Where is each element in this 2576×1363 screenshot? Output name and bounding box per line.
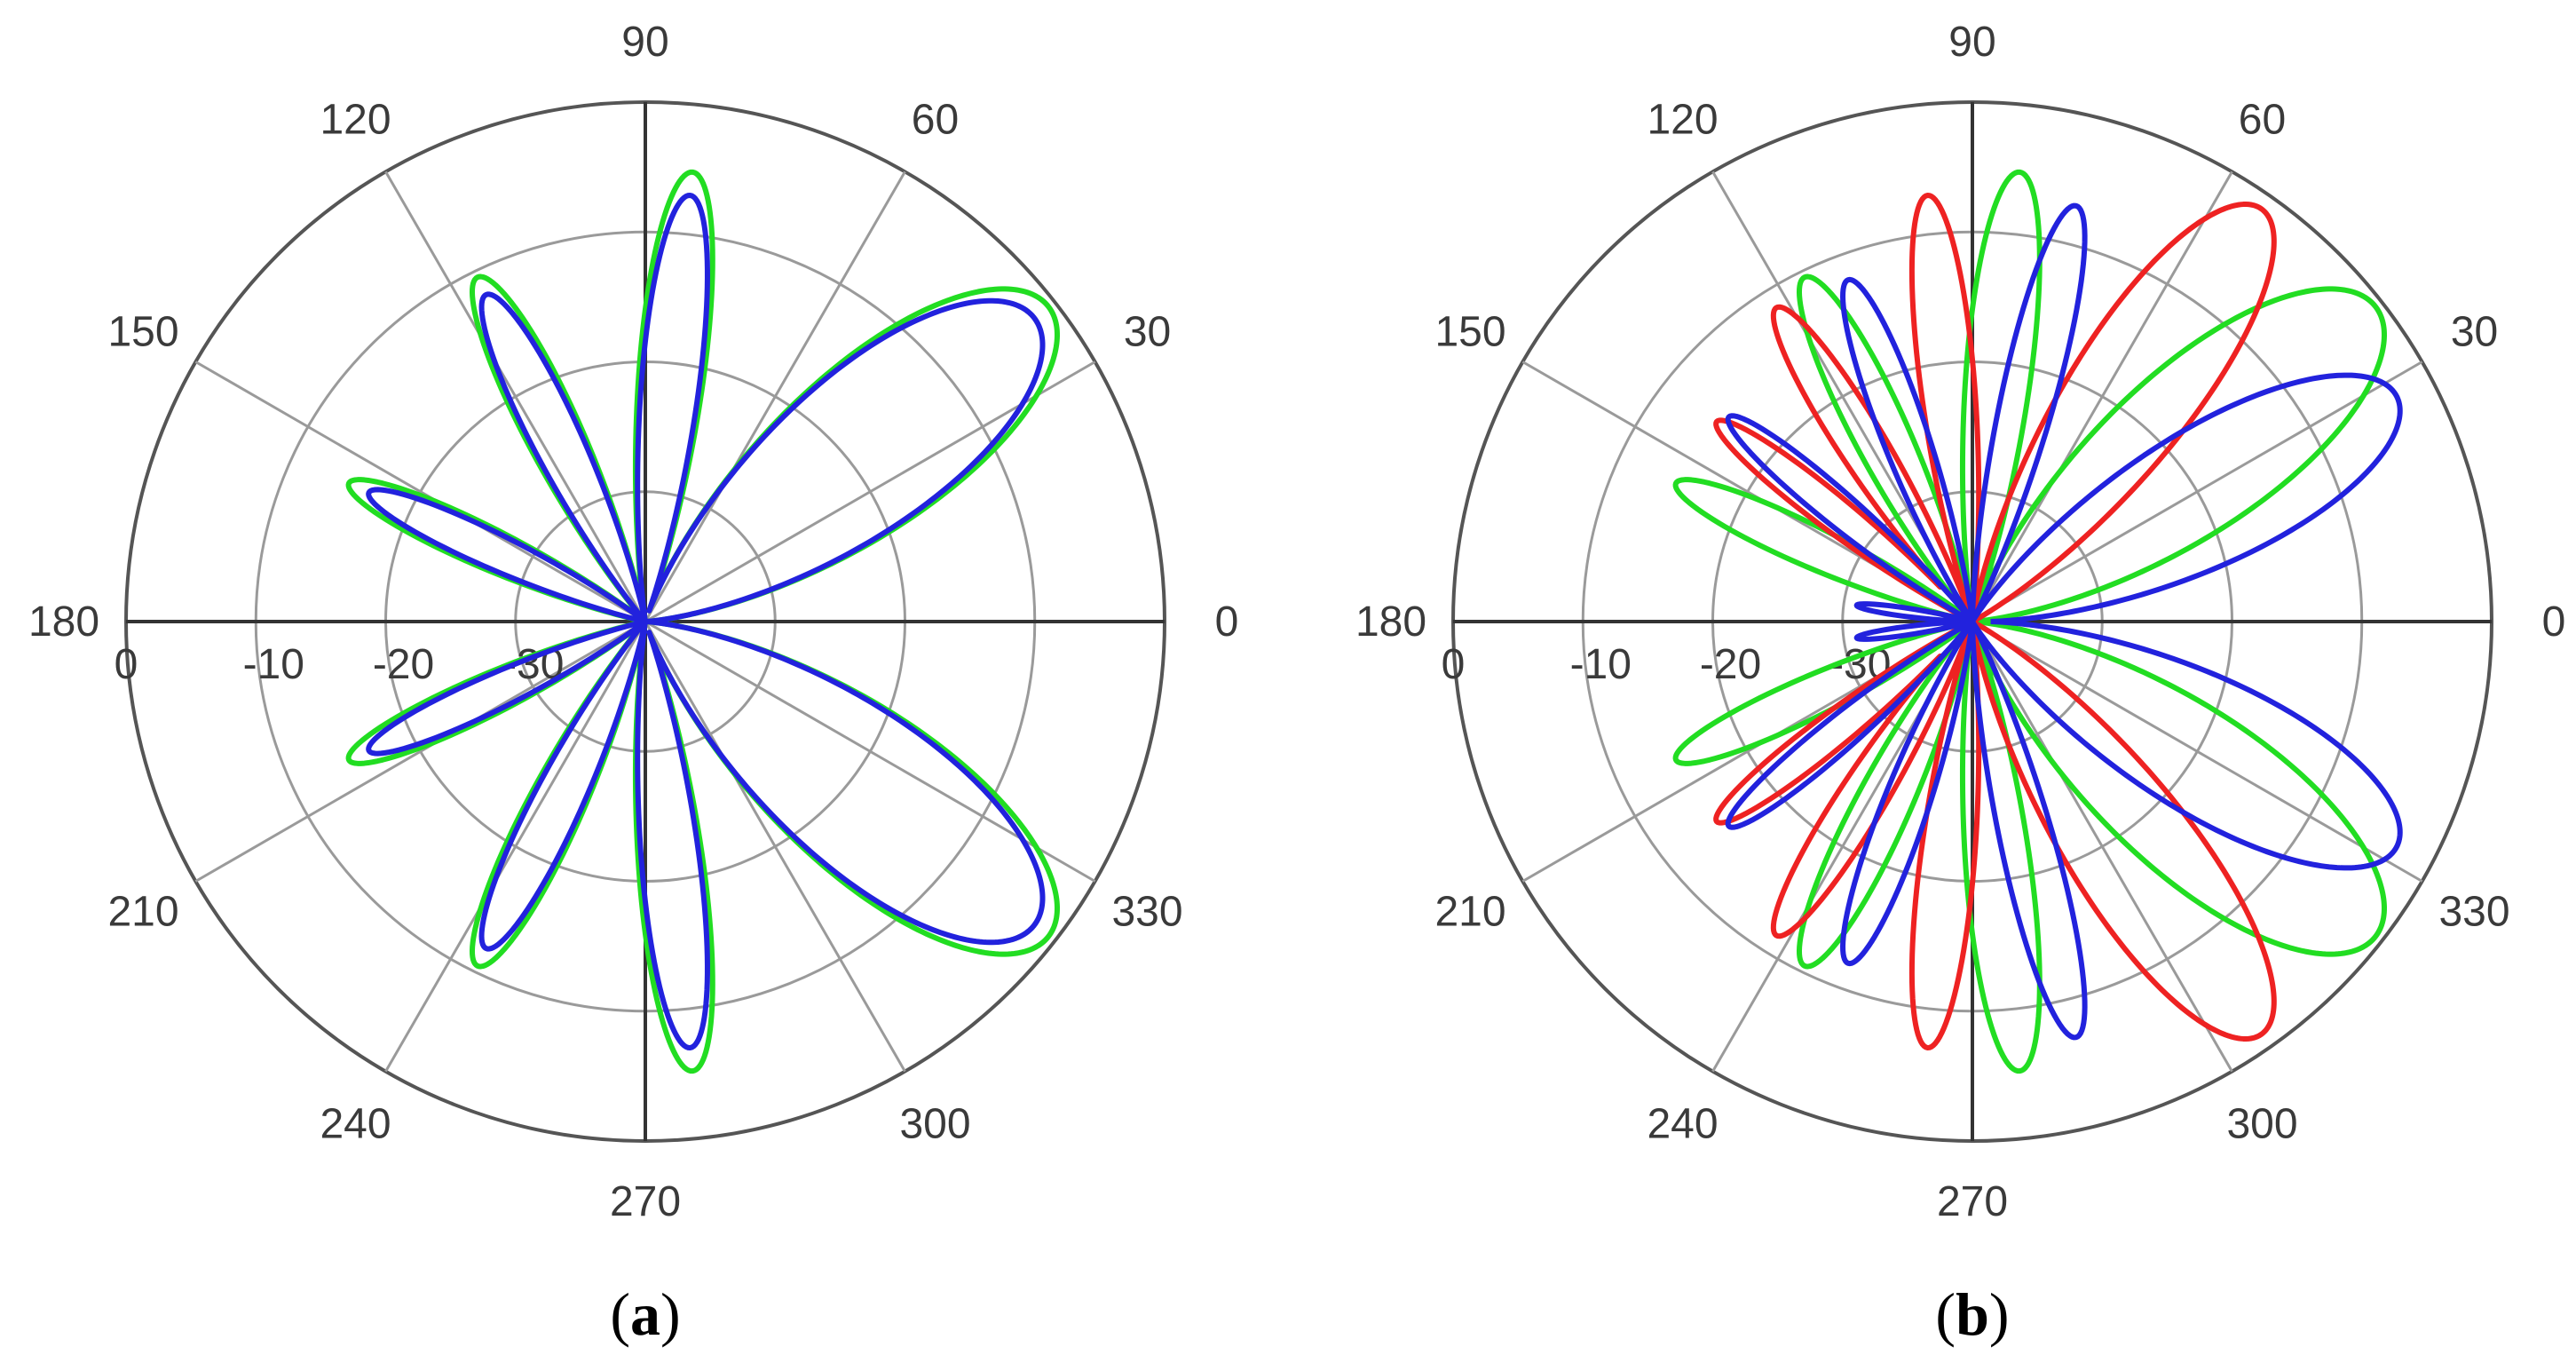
angle-tick-label: 330 bbox=[1111, 889, 1182, 936]
angle-tick-label: 300 bbox=[899, 1101, 970, 1148]
panel-label: (b) bbox=[1935, 1280, 2009, 1348]
angle-tick-label: 150 bbox=[1434, 309, 1505, 356]
angle-tick-label: 270 bbox=[610, 1178, 681, 1225]
angle-tick-label: 90 bbox=[1948, 19, 1995, 66]
radial-tick-label: 0 bbox=[115, 641, 138, 688]
angle-tick-label: 90 bbox=[621, 19, 668, 66]
angle-tick-label: 60 bbox=[912, 96, 959, 143]
radial-tick-label: -10 bbox=[243, 641, 304, 688]
angle-tick-label: 0 bbox=[1215, 598, 1239, 646]
pattern-curve bbox=[1725, 202, 2403, 1041]
angle-tick-label: 210 bbox=[1434, 889, 1505, 936]
radial-tick-label: -20 bbox=[1700, 641, 1761, 688]
angle-tick-label: 30 bbox=[2451, 309, 2498, 356]
angle-tick-label: 150 bbox=[107, 309, 178, 356]
angle-tick-label: 180 bbox=[28, 598, 99, 646]
angle-tick-label: 180 bbox=[1355, 598, 1426, 646]
angle-tick-label: 300 bbox=[2226, 1101, 2297, 1148]
panel-label: (a) bbox=[610, 1280, 680, 1348]
radial-tick-label: -20 bbox=[373, 641, 434, 688]
angle-tick-label: 0 bbox=[2542, 598, 2566, 646]
angle-tick-label: 240 bbox=[320, 1101, 391, 1148]
angle-tick-label: 120 bbox=[320, 96, 391, 143]
pattern-curve bbox=[366, 193, 1046, 1050]
angle-tick-label: 210 bbox=[107, 889, 178, 936]
angle-tick-label: 60 bbox=[2239, 96, 2286, 143]
radial-tick-label: 0 bbox=[1442, 641, 1466, 688]
angle-tick-label: 120 bbox=[1647, 96, 1718, 143]
angle-tick-label: 30 bbox=[1124, 309, 1171, 356]
radial-tick-label: -10 bbox=[1570, 641, 1632, 688]
angle-tick-label: 240 bbox=[1647, 1101, 1718, 1148]
angle-tick-label: 330 bbox=[2438, 889, 2509, 936]
angle-tick-label: 270 bbox=[1937, 1178, 2008, 1225]
